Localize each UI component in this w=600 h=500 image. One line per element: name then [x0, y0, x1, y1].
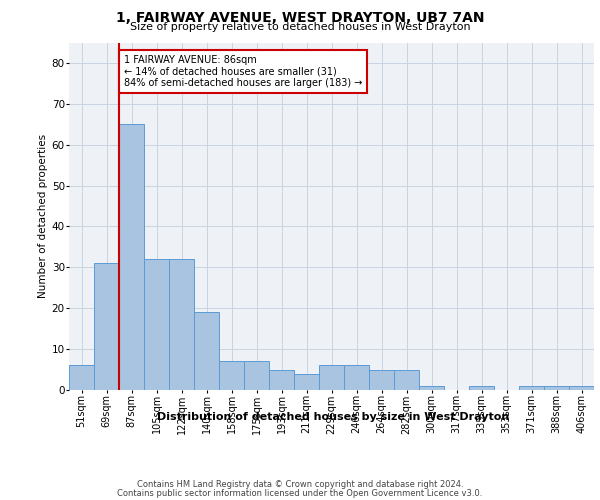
- Bar: [569, 386, 594, 390]
- Bar: [169, 259, 194, 390]
- Bar: [144, 259, 169, 390]
- Bar: [119, 124, 144, 390]
- Bar: [294, 374, 319, 390]
- Bar: [519, 386, 544, 390]
- Y-axis label: Number of detached properties: Number of detached properties: [38, 134, 47, 298]
- Bar: [69, 366, 94, 390]
- Text: Contains public sector information licensed under the Open Government Licence v3: Contains public sector information licen…: [118, 488, 482, 498]
- Bar: [94, 264, 119, 390]
- Text: 1, FAIRWAY AVENUE, WEST DRAYTON, UB7 7AN: 1, FAIRWAY AVENUE, WEST DRAYTON, UB7 7AN: [116, 11, 484, 25]
- Text: Contains HM Land Registry data © Crown copyright and database right 2024.: Contains HM Land Registry data © Crown c…: [137, 480, 463, 489]
- Text: 1 FAIRWAY AVENUE: 86sqm
← 14% of detached houses are smaller (31)
84% of semi-de: 1 FAIRWAY AVENUE: 86sqm ← 14% of detache…: [124, 55, 362, 88]
- Bar: [419, 386, 444, 390]
- Bar: [394, 370, 419, 390]
- Bar: [344, 366, 369, 390]
- Bar: [469, 386, 494, 390]
- Text: Distribution of detached houses by size in West Drayton: Distribution of detached houses by size …: [157, 412, 509, 422]
- Bar: [369, 370, 394, 390]
- Bar: [194, 312, 219, 390]
- Bar: [244, 362, 269, 390]
- Bar: [269, 370, 294, 390]
- Bar: [219, 362, 244, 390]
- Bar: [319, 366, 344, 390]
- Text: Size of property relative to detached houses in West Drayton: Size of property relative to detached ho…: [130, 22, 470, 32]
- Bar: [544, 386, 569, 390]
